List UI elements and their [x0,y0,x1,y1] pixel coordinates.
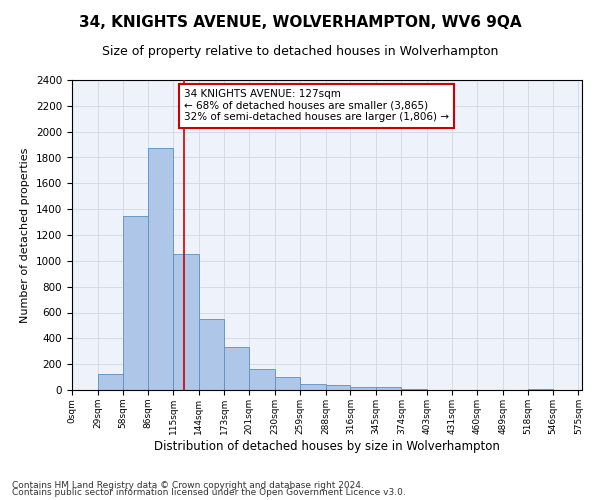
Bar [275,377,300,390]
Text: Contains public sector information licensed under the Open Government Licence v3: Contains public sector information licen… [12,488,406,497]
Bar [350,388,376,390]
Bar [173,254,199,390]
Bar [401,388,427,390]
Bar [376,388,401,390]
Bar [98,374,123,390]
Text: Contains HM Land Registry data © Crown copyright and database right 2024.: Contains HM Land Registry data © Crown c… [12,480,364,490]
Bar [249,368,275,390]
Bar [224,346,249,390]
Text: 34, KNIGHTS AVENUE, WOLVERHAMPTON, WV6 9QA: 34, KNIGHTS AVENUE, WOLVERHAMPTON, WV6 9… [79,15,521,30]
Bar [326,386,350,390]
Text: Size of property relative to detached houses in Wolverhampton: Size of property relative to detached ho… [102,45,498,58]
Text: 34 KNIGHTS AVENUE: 127sqm
← 68% of detached houses are smaller (3,865)
32% of se: 34 KNIGHTS AVENUE: 127sqm ← 68% of detac… [184,90,449,122]
Bar [123,216,148,390]
X-axis label: Distribution of detached houses by size in Wolverhampton: Distribution of detached houses by size … [154,440,500,452]
Y-axis label: Number of detached properties: Number of detached properties [20,148,31,322]
Bar [300,384,326,390]
Bar [199,319,224,390]
Bar [148,148,173,390]
